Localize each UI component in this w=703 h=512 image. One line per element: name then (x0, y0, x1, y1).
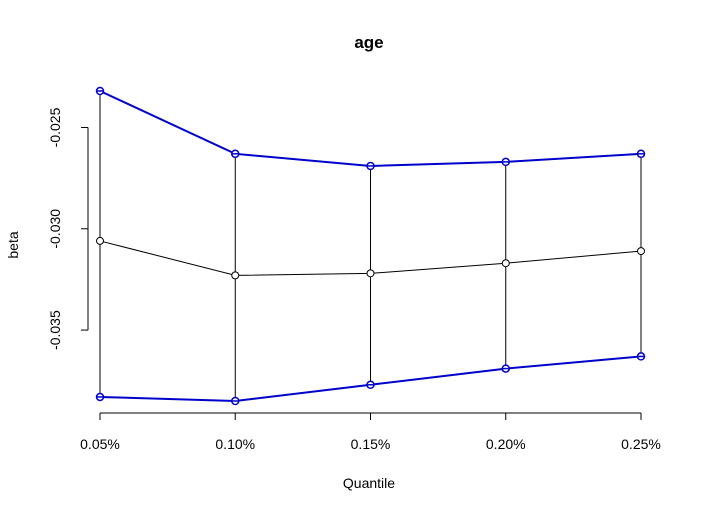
y-tick-label: -0.030 (47, 209, 63, 249)
x-tick-label: 0.25% (621, 436, 661, 452)
x-tick-label: 0.05% (80, 436, 120, 452)
x-tick-label: 0.10% (215, 436, 255, 452)
y-tick-label: -0.035 (47, 310, 63, 350)
y-tick-label: -0.025 (47, 107, 63, 147)
data-point-estimate (637, 247, 645, 256)
data-point-estimate (501, 259, 510, 268)
x-tick-label: 0.20% (486, 436, 526, 452)
interval-whiskers (99, 91, 642, 401)
data-point-estimate (96, 236, 104, 245)
series-line-upper (99, 90, 642, 167)
data-point-estimate (231, 271, 240, 280)
axes: 0.05% 0.10% 0.15% 0.20% 0.25% -0.025 -0.030 -0.… (47, 107, 661, 452)
series-points (95, 86, 646, 406)
x-tick-label: 0.15% (351, 436, 391, 452)
chart-title: age (354, 33, 383, 52)
x-axis-title: Quantile (343, 475, 395, 491)
y-axis-title: beta (5, 231, 21, 258)
data-point-estimate (366, 269, 375, 278)
